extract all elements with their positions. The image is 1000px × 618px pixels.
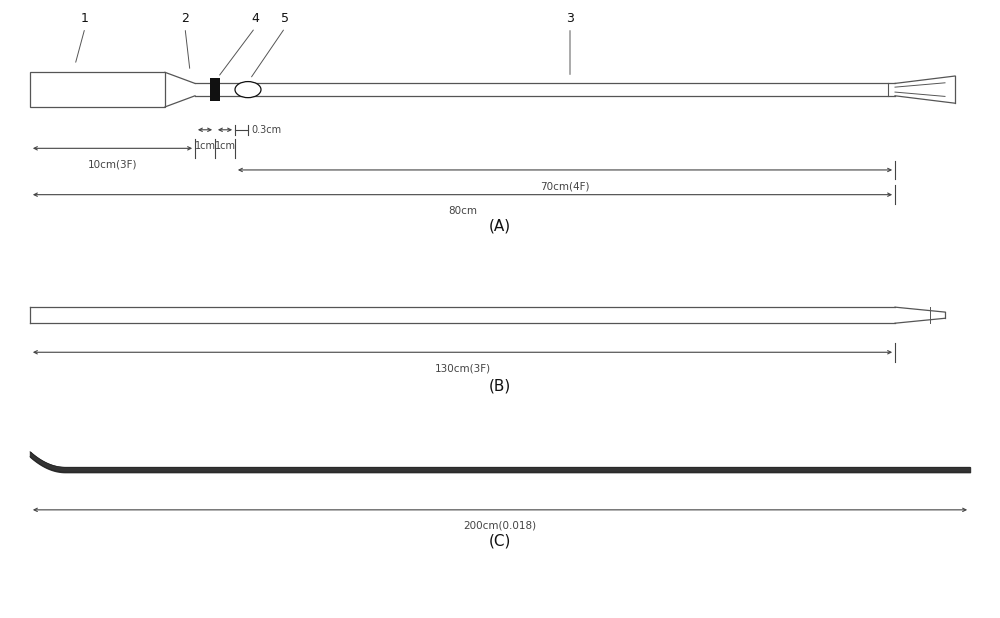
Text: 2: 2: [181, 12, 189, 25]
Text: 70cm(4F): 70cm(4F): [540, 181, 590, 191]
Ellipse shape: [235, 82, 261, 98]
Bar: [30, 72, 165, 107]
Text: 200cm(0.018): 200cm(0.018): [463, 521, 537, 531]
Text: 1: 1: [81, 12, 89, 25]
Bar: [210, 78, 220, 101]
Text: (C): (C): [489, 533, 511, 548]
Text: 1cm: 1cm: [214, 141, 236, 151]
Text: 80cm: 80cm: [448, 206, 477, 216]
Text: (A): (A): [489, 218, 511, 233]
Text: 3: 3: [566, 12, 574, 25]
Text: 1cm: 1cm: [195, 141, 216, 151]
Text: 0.3cm: 0.3cm: [251, 125, 281, 135]
Text: 5: 5: [281, 12, 289, 25]
Text: 130cm(3F): 130cm(3F): [434, 363, 491, 373]
Text: 10cm(3F): 10cm(3F): [88, 159, 137, 169]
Text: 4: 4: [251, 12, 259, 25]
Text: (B): (B): [489, 379, 511, 394]
